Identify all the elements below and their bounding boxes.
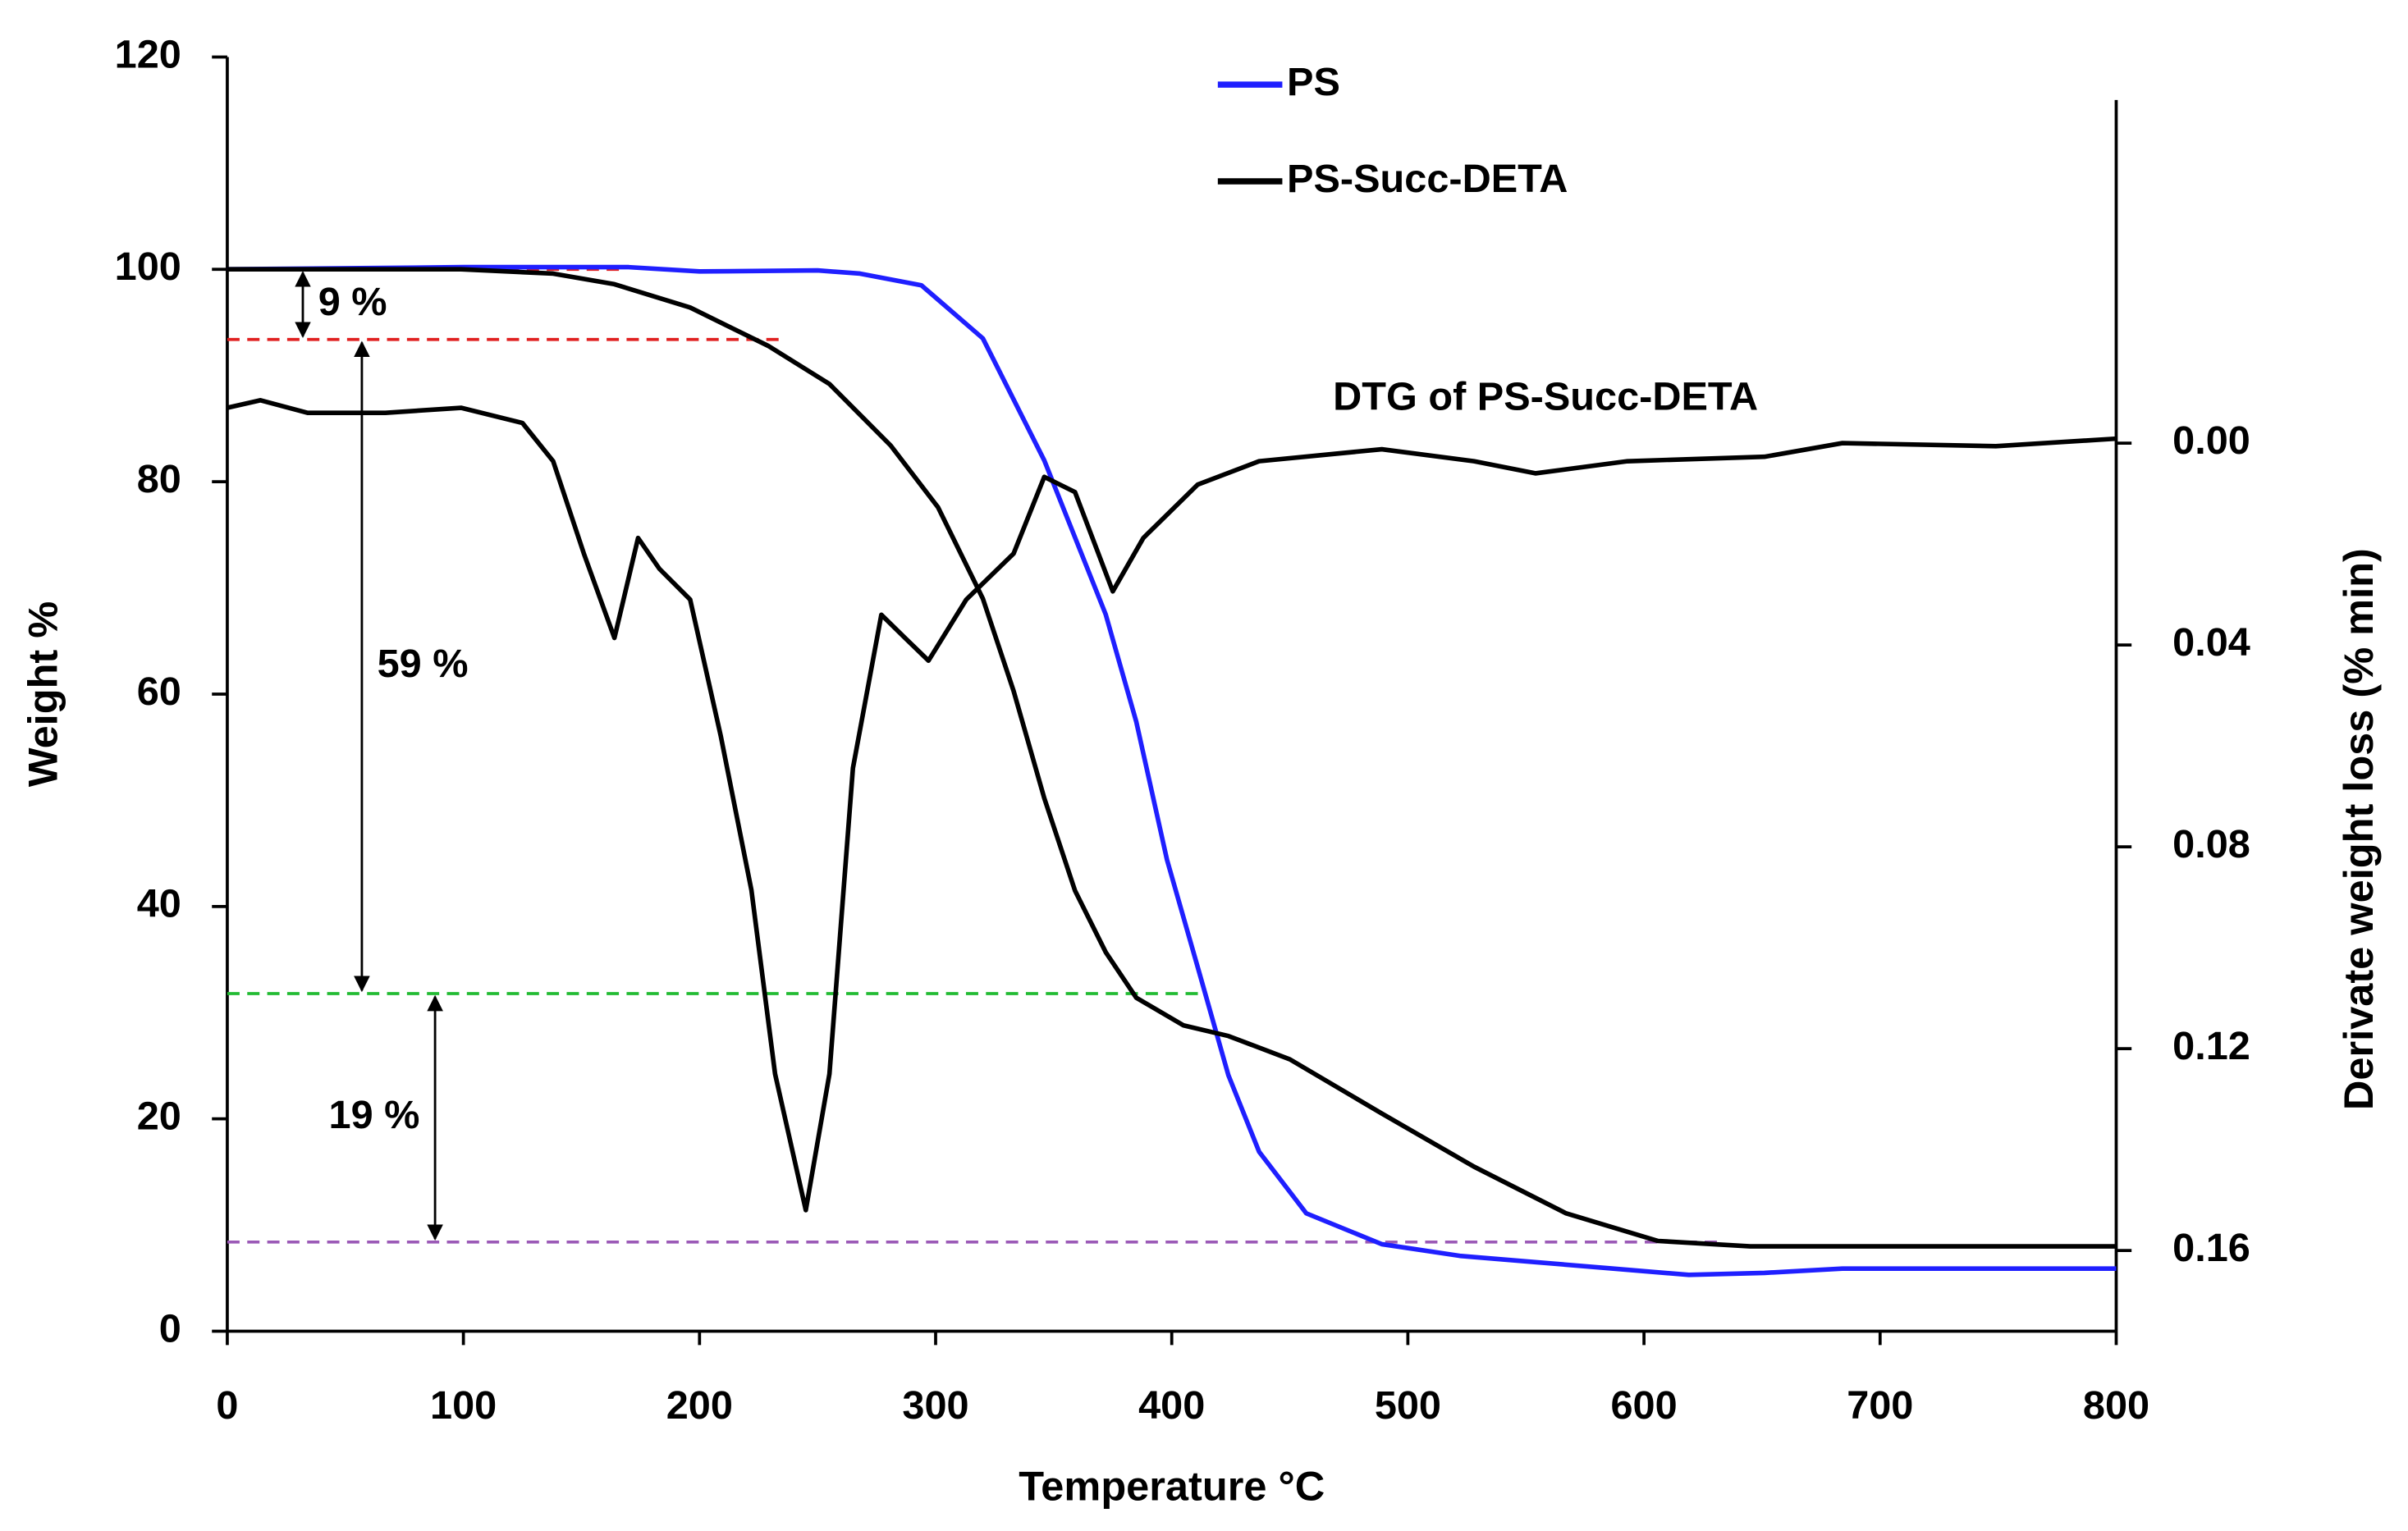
x-tick-label: 800 bbox=[2083, 1383, 2149, 1428]
y2-tick-label: 0.12 bbox=[2172, 1024, 2250, 1068]
x-tick-label: 600 bbox=[1611, 1383, 1678, 1428]
y-tick-label: 60 bbox=[137, 670, 181, 714]
y-tick-label: 80 bbox=[137, 457, 181, 501]
y-axis-title: Weight % bbox=[19, 601, 66, 787]
legend-text: PS-Succ-DETA bbox=[1287, 157, 1568, 201]
series-line bbox=[227, 264, 2117, 1277]
annotation-text: 9 % bbox=[318, 280, 387, 324]
x-axis-title: Temperature °C bbox=[1019, 1463, 1325, 1510]
legend-text: PS bbox=[1287, 60, 1340, 104]
x-tick-label: 100 bbox=[430, 1383, 497, 1428]
y-tick-label: 40 bbox=[137, 882, 181, 926]
x-tick-label: 700 bbox=[1847, 1383, 1913, 1428]
x-tick-label: 500 bbox=[1375, 1383, 1441, 1428]
y2-tick-label: 0.00 bbox=[2172, 418, 2250, 463]
y2-axis-title: Derivate weight loss (% min) bbox=[2335, 548, 2382, 1110]
y-tick-label: 120 bbox=[115, 32, 181, 76]
x-tick-label: 400 bbox=[1138, 1383, 1205, 1428]
series-line bbox=[227, 267, 2117, 1249]
y-tick-label: 0 bbox=[159, 1306, 181, 1350]
annotation-text: 19 % bbox=[329, 1093, 420, 1137]
y-tick-label: 20 bbox=[137, 1095, 181, 1139]
x-tick-label: 300 bbox=[902, 1383, 968, 1428]
y2-tick-label: 0.16 bbox=[2172, 1226, 2250, 1270]
x-tick-label: 200 bbox=[666, 1383, 733, 1428]
annotation-text: 59 % bbox=[378, 642, 469, 686]
y2-tick-label: 0.04 bbox=[2172, 620, 2250, 665]
series-line bbox=[227, 398, 2117, 1213]
y-tick-label: 100 bbox=[115, 245, 181, 289]
x-tick-label: 0 bbox=[216, 1383, 238, 1428]
series-label: DTG of PS-Succ-DETA bbox=[1333, 375, 1758, 419]
y2-tick-label: 0.08 bbox=[2172, 822, 2250, 866]
